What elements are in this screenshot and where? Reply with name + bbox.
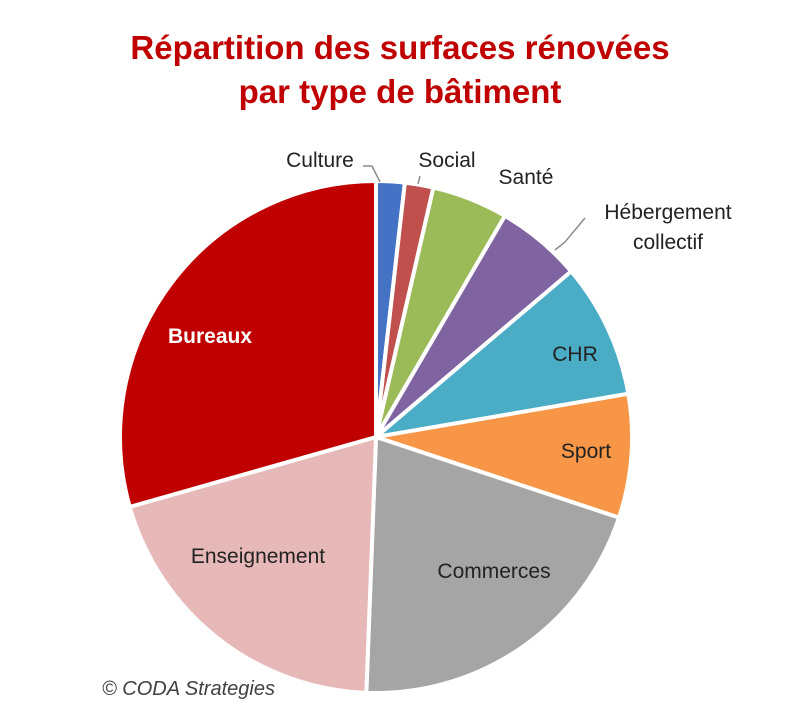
leader-line-culture: [363, 165, 381, 183]
leader-lines: [363, 165, 586, 251]
slice-label-sport: Sport: [561, 440, 611, 463]
slice-label-social: Social: [418, 149, 475, 172]
pie-slice-enseignement: [127, 434, 379, 695]
pie-slices: [118, 178, 634, 695]
copyright-credit: © CODA Strategies: [102, 678, 275, 700]
pie-slice-sport: [375, 391, 634, 521]
slice-label-chr: CHR: [552, 343, 598, 366]
pie-slice-commerces: [364, 434, 622, 695]
pie-slice-bureaux: [118, 178, 378, 510]
slice-label-sante: Santé: [499, 166, 554, 189]
chart-title-line-2: par type de bâtiment: [238, 73, 562, 110]
slice-label-commerces: Commerces: [437, 560, 550, 583]
leader-line-hebergement-collectif: [554, 217, 586, 251]
slice-label-culture: Culture: [286, 149, 354, 172]
chart-title-line-1: Répartition des surfaces rénovées: [130, 29, 670, 66]
leader-line-social: [417, 175, 421, 185]
slice-labels: Culture Social Santé Hébergement collectif CH…: [168, 149, 732, 583]
slice-label-bureaux: Bureaux: [168, 325, 252, 348]
chart-title: Répartition des surfaces rénovées par ty…: [0, 26, 800, 114]
slice-label-enseignement: Enseignement: [191, 545, 325, 568]
slice-label-hebergement-collectif: Hébergement collectif: [604, 201, 731, 254]
pie-slice-chr: [369, 268, 631, 441]
